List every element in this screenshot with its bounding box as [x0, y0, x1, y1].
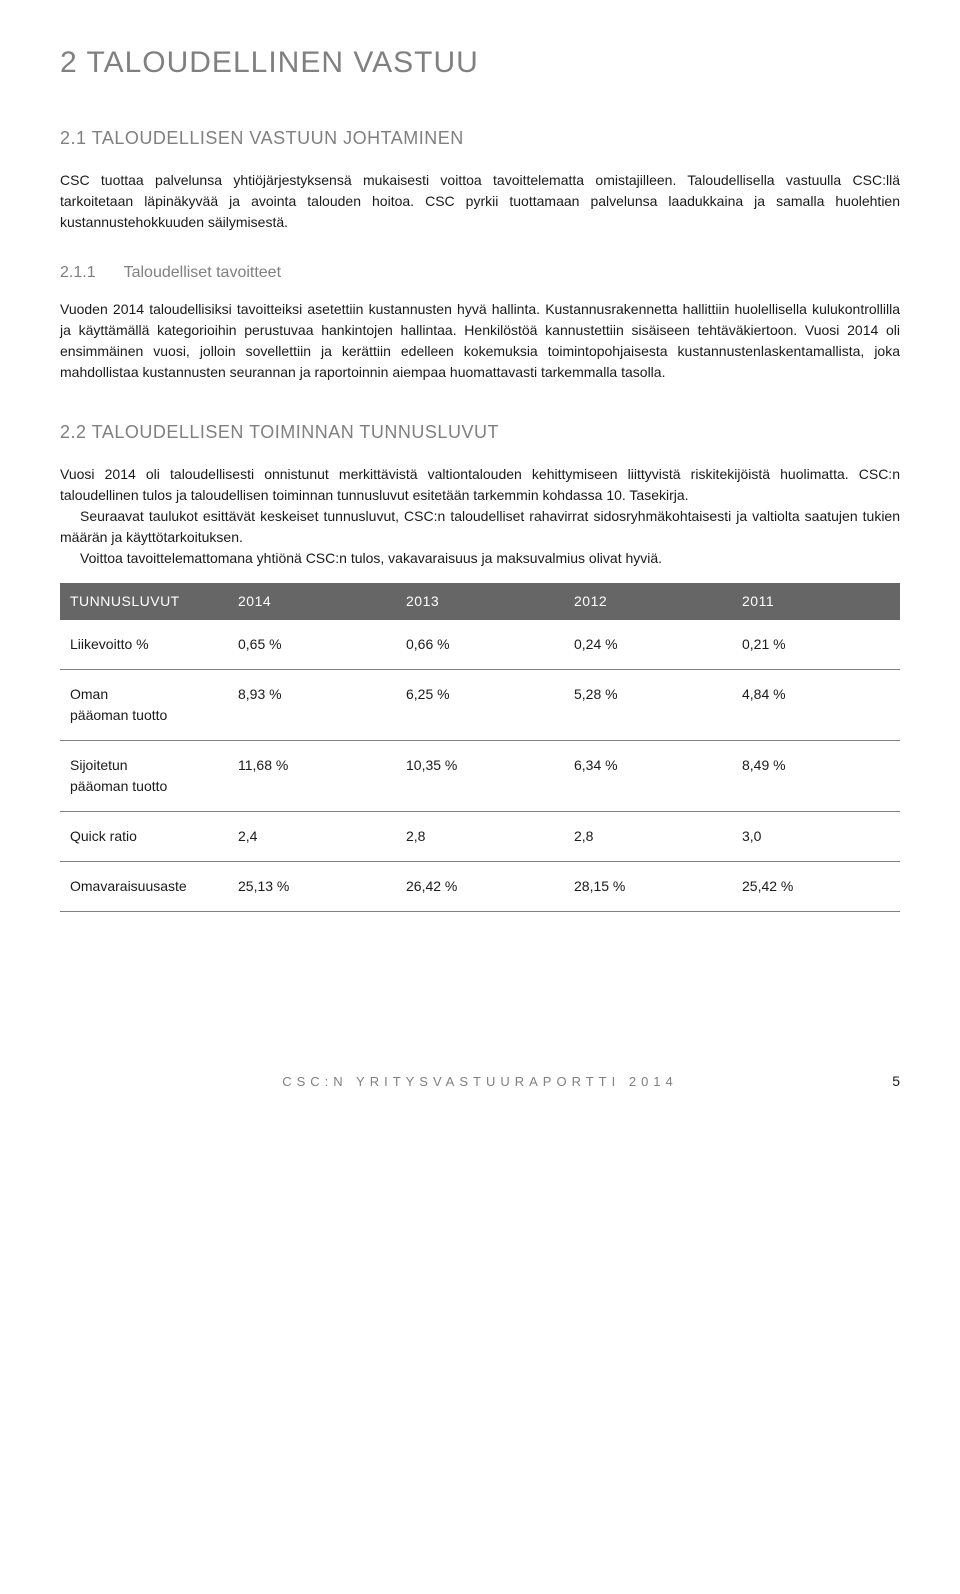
- table-cell: Omavaraisuusaste: [60, 862, 228, 912]
- subsection-number: 2.1.1: [60, 261, 96, 285]
- table-cell: 25,42 %: [732, 862, 900, 912]
- table-cell: 11,68 %: [228, 741, 396, 812]
- paragraph-5: Voittoa tavoittelemattomana yhtiönä CSC:…: [60, 548, 900, 569]
- table-cell: 2,4: [228, 812, 396, 862]
- table-cell: Sijoitetun pääoman tuotto: [60, 741, 228, 812]
- section-heading-2-1: 2.1 TALOUDELLISEN VASTUUN JOHTAMINEN: [60, 125, 900, 152]
- table-header-row: TUNNUSLUVUT 2014 2013 2012 2011: [60, 583, 900, 620]
- paragraph-3: Vuosi 2014 oli taloudellisesti onnistunu…: [60, 464, 900, 506]
- subsection-heading-2-1-1: 2.1.1 Taloudelliset tavoitteet: [60, 261, 900, 285]
- table-cell: 10,35 %: [396, 741, 564, 812]
- table-cell: 25,13 %: [228, 862, 396, 912]
- chapter-title: 2 TALOUDELLINEN VASTUU: [60, 40, 900, 85]
- table-cell: 8,93 %: [228, 670, 396, 741]
- table-cell: 2,8: [564, 812, 732, 862]
- tunnusluvut-table: TUNNUSLUVUT 2014 2013 2012 2011 Liikevoi…: [60, 583, 900, 912]
- table-cell: Quick ratio: [60, 812, 228, 862]
- table-row: Oman pääoman tuotto8,93 %6,25 %5,28 %4,8…: [60, 670, 900, 741]
- table-header-cell: 2011: [732, 583, 900, 620]
- page-footer: CSC:N YRITYSVASTUURAPORTTI 2014 5: [60, 1072, 900, 1092]
- table-cell: 28,15 %: [564, 862, 732, 912]
- paragraph-2: Vuoden 2014 taloudellisiksi tavoitteiksi…: [60, 299, 900, 383]
- table-cell: 0,24 %: [564, 620, 732, 670]
- table-row: Omavaraisuusaste25,13 %26,42 %28,15 %25,…: [60, 862, 900, 912]
- table-cell: 26,42 %: [396, 862, 564, 912]
- paragraph-1: CSC tuottaa palvelunsa yhtiöjärjestyksen…: [60, 170, 900, 233]
- table-cell: 3,0: [732, 812, 900, 862]
- table-header-cell: 2013: [396, 583, 564, 620]
- table-cell: Oman pääoman tuotto: [60, 670, 228, 741]
- table-cell: 8,49 %: [732, 741, 900, 812]
- footer-text: CSC:N YRITYSVASTUURAPORTTI 2014: [282, 1074, 678, 1089]
- table-cell: 0,65 %: [228, 620, 396, 670]
- table-header-cell: 2014: [228, 583, 396, 620]
- table-cell: 4,84 %: [732, 670, 900, 741]
- table-header-cell: TUNNUSLUVUT: [60, 583, 228, 620]
- table-cell: 0,66 %: [396, 620, 564, 670]
- table-row: Quick ratio2,42,82,83,0: [60, 812, 900, 862]
- table-cell: 0,21 %: [732, 620, 900, 670]
- table-cell: 6,25 %: [396, 670, 564, 741]
- page-number: 5: [892, 1071, 900, 1092]
- table-cell: 2,8: [396, 812, 564, 862]
- table-row: Sijoitetun pääoman tuotto11,68 %10,35 %6…: [60, 741, 900, 812]
- subsection-title: Taloudelliset tavoitteet: [124, 264, 281, 281]
- section-heading-2-2: 2.2 TALOUDELLISEN TOIMINNAN TUNNUSLUVUT: [60, 419, 900, 446]
- table-cell: Liikevoitto %: [60, 620, 228, 670]
- table-cell: 6,34 %: [564, 741, 732, 812]
- table-header-cell: 2012: [564, 583, 732, 620]
- table-row: Liikevoitto %0,65 %0,66 %0,24 %0,21 %: [60, 620, 900, 670]
- table-cell: 5,28 %: [564, 670, 732, 741]
- paragraph-4: Seuraavat taulukot esittävät keskeiset t…: [60, 506, 900, 548]
